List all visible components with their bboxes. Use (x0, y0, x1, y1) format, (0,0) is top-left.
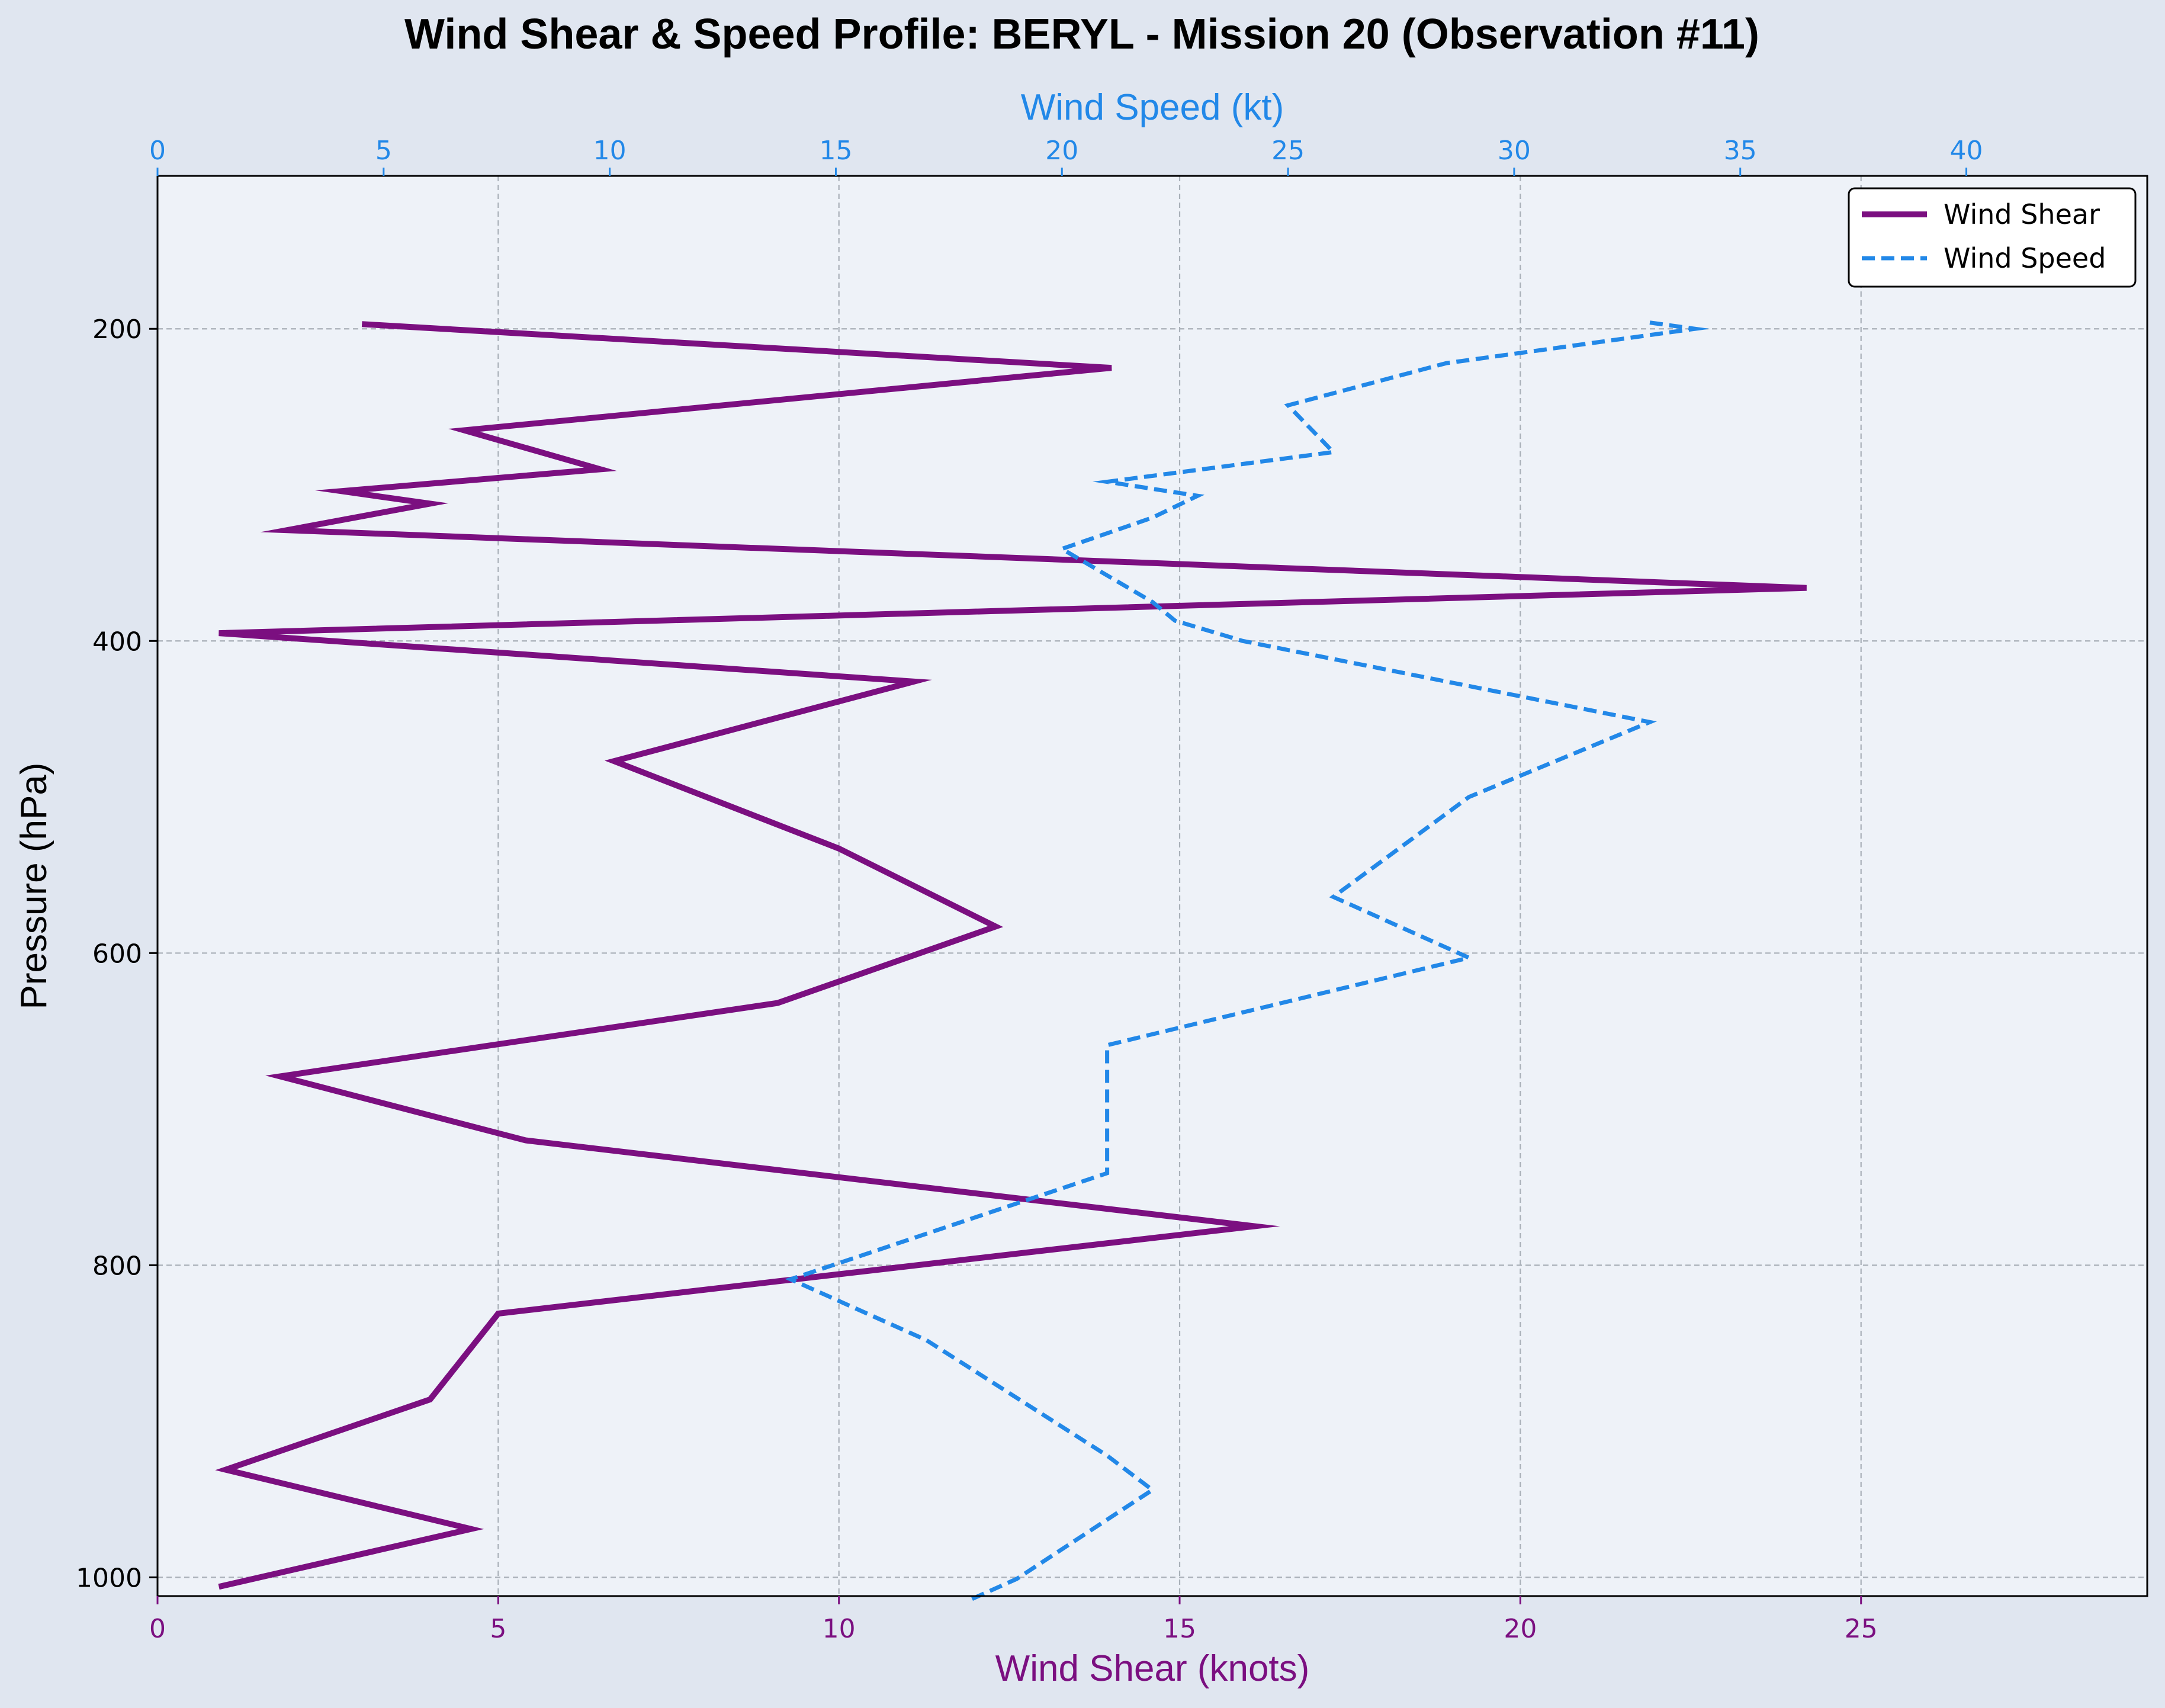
top-tick-label: 5 (375, 136, 392, 166)
bottom-tick-label: 25 (1845, 1614, 1878, 1644)
top-tick-label: 35 (1724, 136, 1757, 166)
bottom-tick-label: 20 (1504, 1614, 1537, 1644)
top-tick-label: 40 (1950, 136, 1983, 166)
left-tick-label: 200 (92, 314, 142, 345)
plot-area (158, 176, 2147, 1596)
legend-label-wind-shear: Wind Shear (1944, 198, 2100, 230)
series-line-wind-shear (215, 321, 1807, 1590)
bottom-tick-label: 10 (823, 1614, 856, 1644)
legend: Wind Shear Wind Speed (1848, 187, 2137, 288)
x-axis-label-bottom: Wind Shear (knots) (995, 1648, 1310, 1689)
left-tick-label: 800 (92, 1251, 142, 1281)
plot-frame (156, 175, 2148, 1597)
x-axis-label-top: Wind Speed (kt) (1021, 87, 1284, 128)
top-tick-label: 10 (593, 136, 627, 166)
bottom-tick-label: 0 (149, 1614, 166, 1644)
left-tick-label: 1000 (76, 1563, 142, 1593)
top-axis-ticks: 0 5 10 15 20 25 30 35 40 (149, 136, 1983, 176)
series-line-wind-speed (785, 320, 1711, 1601)
left-tick-label: 400 (92, 627, 142, 657)
y-axis-label: Pressure (hPa) (14, 763, 54, 1010)
series-layer (215, 320, 1807, 1601)
chart-title: Wind Shear & Speed Profile: BERYL - Miss… (404, 11, 1759, 58)
top-tick-label: 15 (819, 136, 852, 166)
top-tick-label: 20 (1045, 136, 1078, 166)
left-axis-ticks: 200 400 600 800 1000 (76, 314, 158, 1593)
top-tick-label: 0 (149, 136, 166, 166)
bottom-tick-label: 5 (490, 1614, 506, 1644)
bottom-axis-ticks: 0 5 10 15 20 25 (149, 1596, 1878, 1644)
bottom-tick-label: 15 (1163, 1614, 1196, 1644)
legend-label-wind-speed: Wind Speed (1944, 242, 2106, 274)
top-tick-label: 30 (1498, 136, 1531, 166)
grid (158, 176, 2147, 1596)
top-tick-label: 25 (1271, 136, 1305, 166)
left-tick-label: 600 (92, 939, 142, 969)
